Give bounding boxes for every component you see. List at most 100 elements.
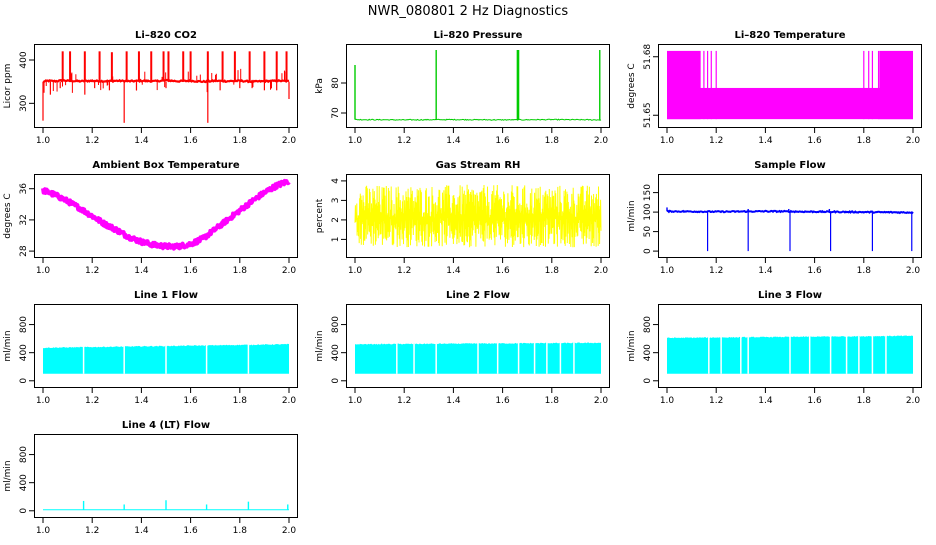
panel-4: Gas Stream RH percent 1.0 1.2 1.4 1.6 1.8 2.0 1 2… <box>315 160 610 276</box>
x-tick-label: 1.6 <box>183 526 198 536</box>
x-tick-label: 1.2 <box>85 266 99 276</box>
x-tick-label: 1.8 <box>857 266 872 276</box>
panel-2: Li–820 Temperature degrees C 1.0 1.2 1.4 1.6 1… <box>627 30 922 146</box>
plot-frame <box>346 304 610 388</box>
x-tick-label: 1.2 <box>709 266 723 276</box>
x-tick-label: 2.0 <box>906 266 921 276</box>
y-tick-label: 800 <box>19 316 29 333</box>
x-tick-label: 1.8 <box>857 136 872 146</box>
y-tick-label: 3 <box>331 198 341 204</box>
x-tick-label: 1.0 <box>348 396 363 406</box>
y-tick-label: 28 <box>19 245 29 257</box>
x-tick-label: 1.4 <box>446 136 461 146</box>
y-tick-label: 0 <box>19 508 29 514</box>
plot-frame <box>34 174 298 258</box>
y-tick-label: 36 <box>19 183 29 195</box>
y-axis-label: percent <box>315 198 325 233</box>
series-4 <box>354 184 602 248</box>
series-3 <box>41 178 291 251</box>
y-tick-label: 400 <box>331 344 341 361</box>
y-tick-label: 400 <box>19 474 29 491</box>
panel-title: Li–820 Temperature <box>734 30 845 41</box>
x-tick-label: 1.6 <box>807 396 822 406</box>
panel-title: Li–820 Pressure <box>434 30 523 41</box>
y-axis-label: ml/min <box>627 330 637 361</box>
y-tick-label: 800 <box>331 316 341 333</box>
y-axis-label: ml/min <box>3 460 13 491</box>
x-tick-label: 1.2 <box>397 396 411 406</box>
panel-8: Line 3 Flow ml/min 1.0 1.2 1.4 1.6 1.8 2.0 0 400 8… <box>627 290 922 406</box>
panel-title: Sample Flow <box>754 160 826 171</box>
x-tick-label: 1.4 <box>134 396 149 406</box>
panel-title: Line 4 (LT) Flow <box>122 420 210 431</box>
x-tick-label: 1.6 <box>495 266 510 276</box>
x-tick-label: 1.4 <box>134 136 149 146</box>
series-line <box>354 184 602 248</box>
y-tick-label: 80 <box>331 77 341 89</box>
y-tick-label: 1 <box>331 237 341 243</box>
x-tick-label: 1.0 <box>348 136 363 146</box>
x-tick-label: 1.0 <box>36 396 51 406</box>
y-axis-label: degrees C <box>3 193 13 238</box>
y-axis-label: ml/min <box>627 200 637 231</box>
x-tick-label: 1.6 <box>807 136 822 146</box>
series-9 <box>43 500 289 511</box>
x-tick-label: 1.2 <box>709 396 723 406</box>
x-tick-label: 1.6 <box>183 396 198 406</box>
x-tick-label: 1.8 <box>233 136 248 146</box>
y-axis-label: Licor ppm <box>3 64 13 109</box>
series-5 <box>666 207 914 252</box>
series-line <box>41 178 291 251</box>
x-tick-label: 1.8 <box>233 396 248 406</box>
y-axis-label: ml/min <box>315 330 325 361</box>
x-tick-label: 1.0 <box>660 396 675 406</box>
plot-frame <box>346 174 610 258</box>
x-tick-label: 1.0 <box>36 136 51 146</box>
y-axis-label: degrees C <box>627 63 637 108</box>
plot-frame <box>34 304 298 388</box>
x-tick-label: 1.6 <box>183 266 198 276</box>
x-tick-label: 1.4 <box>134 266 149 276</box>
y-tick-label: 51.65 <box>643 102 653 128</box>
panel-title: Gas Stream RH <box>436 160 521 171</box>
x-tick-label: 2.0 <box>282 396 297 406</box>
x-tick-label: 2.0 <box>906 136 921 146</box>
x-tick-label: 1.4 <box>446 396 461 406</box>
x-tick-label: 2.0 <box>594 136 609 146</box>
y-tick-label: 0 <box>19 378 29 384</box>
x-tick-label: 2.0 <box>282 136 297 146</box>
plot-frame <box>34 44 298 128</box>
panel-title: Line 1 Flow <box>134 290 198 301</box>
x-tick-label: 2.0 <box>282 266 297 276</box>
x-tick-label: 2.0 <box>594 396 609 406</box>
panel-title: Line 2 Flow <box>446 290 510 301</box>
y-tick-label: 400 <box>19 344 29 361</box>
panel-6: Line 1 Flow ml/min 1.0 1.2 1.4 1.6 1.8 2.0 0 400 8… <box>3 290 298 406</box>
x-tick-label: 1.8 <box>545 396 560 406</box>
panel-title: Line 3 Flow <box>758 290 822 301</box>
x-tick-label: 1.4 <box>758 396 773 406</box>
x-tick-label: 1.0 <box>36 266 51 276</box>
x-tick-label: 1.2 <box>709 136 723 146</box>
y-tick-label: 150 <box>643 184 653 201</box>
figure-title: NWR_080801 2 Hz Diagnostics <box>368 4 569 19</box>
plot-frame <box>658 44 922 128</box>
series-8 <box>667 334 913 374</box>
series-7 <box>355 341 601 374</box>
panel-0: Li–820 CO2 Licor ppm 1.0 1.2 1.4 1.6 1.8 2.0 300… <box>3 30 298 146</box>
y-tick-label: 51.68 <box>643 44 653 70</box>
series-0 <box>42 51 290 123</box>
y-tick-label: 0 <box>643 378 653 384</box>
x-tick-label: 1.2 <box>397 266 411 276</box>
x-tick-label: 1.6 <box>495 396 510 406</box>
band-edge-left <box>667 50 701 120</box>
y-tick-label: 4 <box>331 178 341 184</box>
x-tick-label: 1.8 <box>233 526 248 536</box>
y-tick-label: 400 <box>19 51 29 68</box>
x-tick-label: 1.8 <box>545 266 560 276</box>
x-tick-label: 1.2 <box>85 526 99 536</box>
y-tick-label: 300 <box>19 94 29 111</box>
series-6 <box>43 342 289 374</box>
panel-5: Sample Flow ml/min 1.0 1.2 1.4 1.6 1.8 2.0 0 50 10… <box>627 160 922 276</box>
